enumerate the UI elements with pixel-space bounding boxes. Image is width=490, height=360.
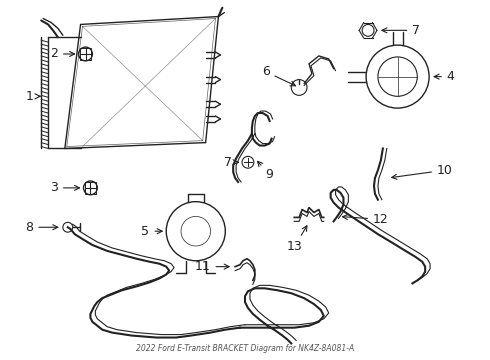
Text: 3: 3 — [50, 181, 79, 194]
Bar — [79, 48, 92, 60]
Text: 13: 13 — [286, 226, 307, 253]
Text: 4: 4 — [434, 70, 455, 83]
Text: 2022 Ford E-Transit BRACKET Diagram for NK4Z-8A081-A: 2022 Ford E-Transit BRACKET Diagram for … — [136, 344, 354, 353]
Bar — [84, 182, 97, 194]
Text: 2: 2 — [50, 48, 74, 60]
Text: 5: 5 — [142, 225, 162, 238]
Text: 7: 7 — [224, 156, 238, 169]
Text: 6: 6 — [262, 65, 295, 86]
Text: 1: 1 — [25, 90, 40, 103]
Text: 9: 9 — [258, 161, 273, 181]
Text: 10: 10 — [392, 164, 453, 179]
Text: 7: 7 — [382, 24, 420, 37]
Text: 11: 11 — [195, 260, 229, 273]
Text: 8: 8 — [25, 221, 58, 234]
Text: 12: 12 — [343, 213, 389, 226]
